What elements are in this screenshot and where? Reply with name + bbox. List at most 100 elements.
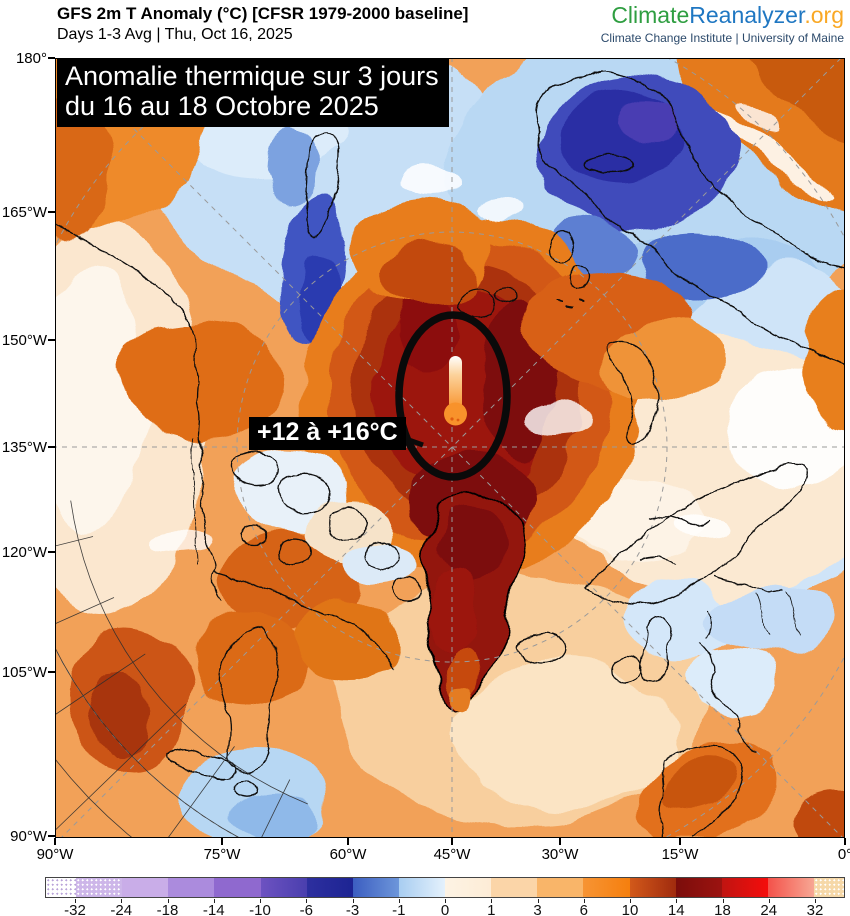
coastline-uk-ireland [611, 614, 672, 683]
coastline-lake-taymyr [584, 155, 632, 174]
coastline-arctic-islands [231, 452, 424, 602]
thermometer-icon [444, 356, 467, 426]
colorbar-tick [352, 899, 354, 903]
page-title: GFS 2m T Anomaly (°C) [CFSR 1979-2000 ba… [57, 4, 469, 23]
colorbar-tick-label: 6 [579, 902, 588, 916]
colorbar-cell [629, 878, 676, 897]
axis-tick [48, 671, 55, 673]
colorbar-tick [630, 899, 632, 903]
axis-label-left: 165°W [1, 204, 47, 221]
colorbar-tick [537, 899, 539, 903]
colorbar-tick-label: 24 [760, 902, 778, 916]
logo-part-climate: Climate [611, 2, 690, 28]
coastline-canada-north [213, 571, 395, 671]
map-coastlines [55, 72, 845, 838]
axis-label-left: 180° [15, 50, 47, 67]
axis-tick [48, 339, 55, 341]
coastline-iceland [516, 632, 567, 665]
colorbar-tick [491, 899, 493, 903]
axis-label-left: 90°W [10, 828, 47, 845]
anomaly-map-svg [55, 58, 845, 838]
colorbar-tick-label: 18 [714, 902, 731, 916]
colorbar-cell [214, 878, 261, 897]
axis-tick [844, 838, 846, 845]
overlay-line1: Anomalie thermique sur 3 jours [65, 61, 439, 91]
colorbar-cell [814, 878, 844, 897]
colorbar-tick [445, 899, 447, 903]
map-overlay-title: Anomalie thermique sur 3 jours du 16 au … [57, 58, 449, 128]
colorbar-cell [537, 878, 584, 897]
axis-label-bottom: 75°W [203, 846, 241, 863]
axis-label-left: 105°W [1, 664, 47, 681]
axis-label-bottom: 0° [837, 846, 850, 863]
colorbar-tick-label: 10 [621, 902, 639, 916]
colorbar-tick-label: -6 [299, 902, 313, 916]
colorbar-tick-label: -10 [249, 902, 271, 916]
colorbar-tick-label: -1 [392, 902, 406, 916]
logo-tagline: Climate Change Institute | University of… [600, 31, 844, 45]
colorbar-tick-label: 0 [440, 902, 450, 916]
colorbar-tick [213, 899, 215, 903]
page-subtitle: Days 1-3 Avg | Thu, Oct 16, 2025 [57, 26, 293, 43]
colorbar-cell [352, 878, 399, 897]
logo-part-org: .org [804, 2, 844, 28]
coastline-severnaya-zemlya [549, 230, 591, 290]
coastline-wrangel [304, 131, 341, 237]
colorbar-cell [767, 878, 814, 897]
site-logo[interactable]: ClimateReanalyzer.org Climate Change Ins… [601, 2, 844, 45]
axis-tick [347, 838, 349, 845]
coastline-iberia [659, 744, 743, 838]
colorbar-tick-label: -24 [110, 902, 133, 916]
coastline-great-lakes [167, 749, 259, 799]
colorbar-tick [121, 899, 123, 903]
axis-label-bottom: 30°W [541, 846, 579, 863]
map-graticule [55, 58, 845, 838]
colorbar-tick-label: -3 [345, 902, 360, 916]
colorbar-cell [398, 878, 445, 897]
colorbar-cell [168, 878, 215, 897]
axis-tick [48, 835, 55, 837]
axis-tick [221, 838, 223, 845]
logo-wordmark: ClimateReanalyzer.org [601, 2, 844, 29]
axis-tick [48, 551, 55, 553]
colorbar-tick [306, 899, 308, 903]
axis-tick [559, 838, 561, 845]
axis-tick [48, 446, 55, 448]
colorbar-tick [815, 899, 817, 903]
coastline-franz-josef [555, 299, 584, 308]
colorbar-tick [583, 899, 585, 903]
axis-label-left: 150°W [1, 332, 47, 349]
hotspot-ellipse [395, 311, 511, 481]
coastline-scandinavia [583, 464, 809, 606]
colorbar-cell [46, 878, 76, 897]
colorbar-tick [676, 899, 678, 903]
colorbar-tick-label: 14 [667, 902, 685, 916]
colorbar-cell [445, 878, 492, 897]
axis-tick [48, 57, 55, 59]
colorbar-cell [721, 878, 768, 897]
overlay-line2: du 16 au 18 Octobre 2025 [65, 91, 379, 122]
colorbar-tick-label: 1 [487, 902, 496, 916]
coastline-svalbard [457, 287, 518, 319]
map-anomaly-blobs [55, 58, 845, 838]
axis-label-bottom: 15°W [661, 846, 699, 863]
map-province-borders [55, 500, 308, 838]
coastline-taymyr-west [535, 89, 845, 365]
colorbar-cell [675, 878, 722, 897]
colorbar-tick [398, 899, 400, 903]
colorbar-tick-label: -18 [156, 902, 179, 916]
axis-label-bottom: 60°W [329, 846, 367, 863]
axis-label-left: 120°W [1, 544, 47, 561]
coastline-baltic [713, 575, 785, 592]
colorbar-tick-label: -14 [202, 902, 225, 916]
axis-label-bottom: 90°W [36, 846, 74, 863]
colorbar-tick-label: 32 [806, 902, 824, 916]
colorbar-tick [75, 899, 77, 903]
colorbar [45, 877, 845, 898]
colorbar-tick-label: 3 [533, 902, 542, 916]
logo-part-reanalyzer: Reanalyzer [689, 2, 805, 28]
axis-tick [451, 838, 453, 845]
border-alaska-yukon [191, 437, 197, 567]
coastline-novaya-zemlya [606, 341, 660, 444]
